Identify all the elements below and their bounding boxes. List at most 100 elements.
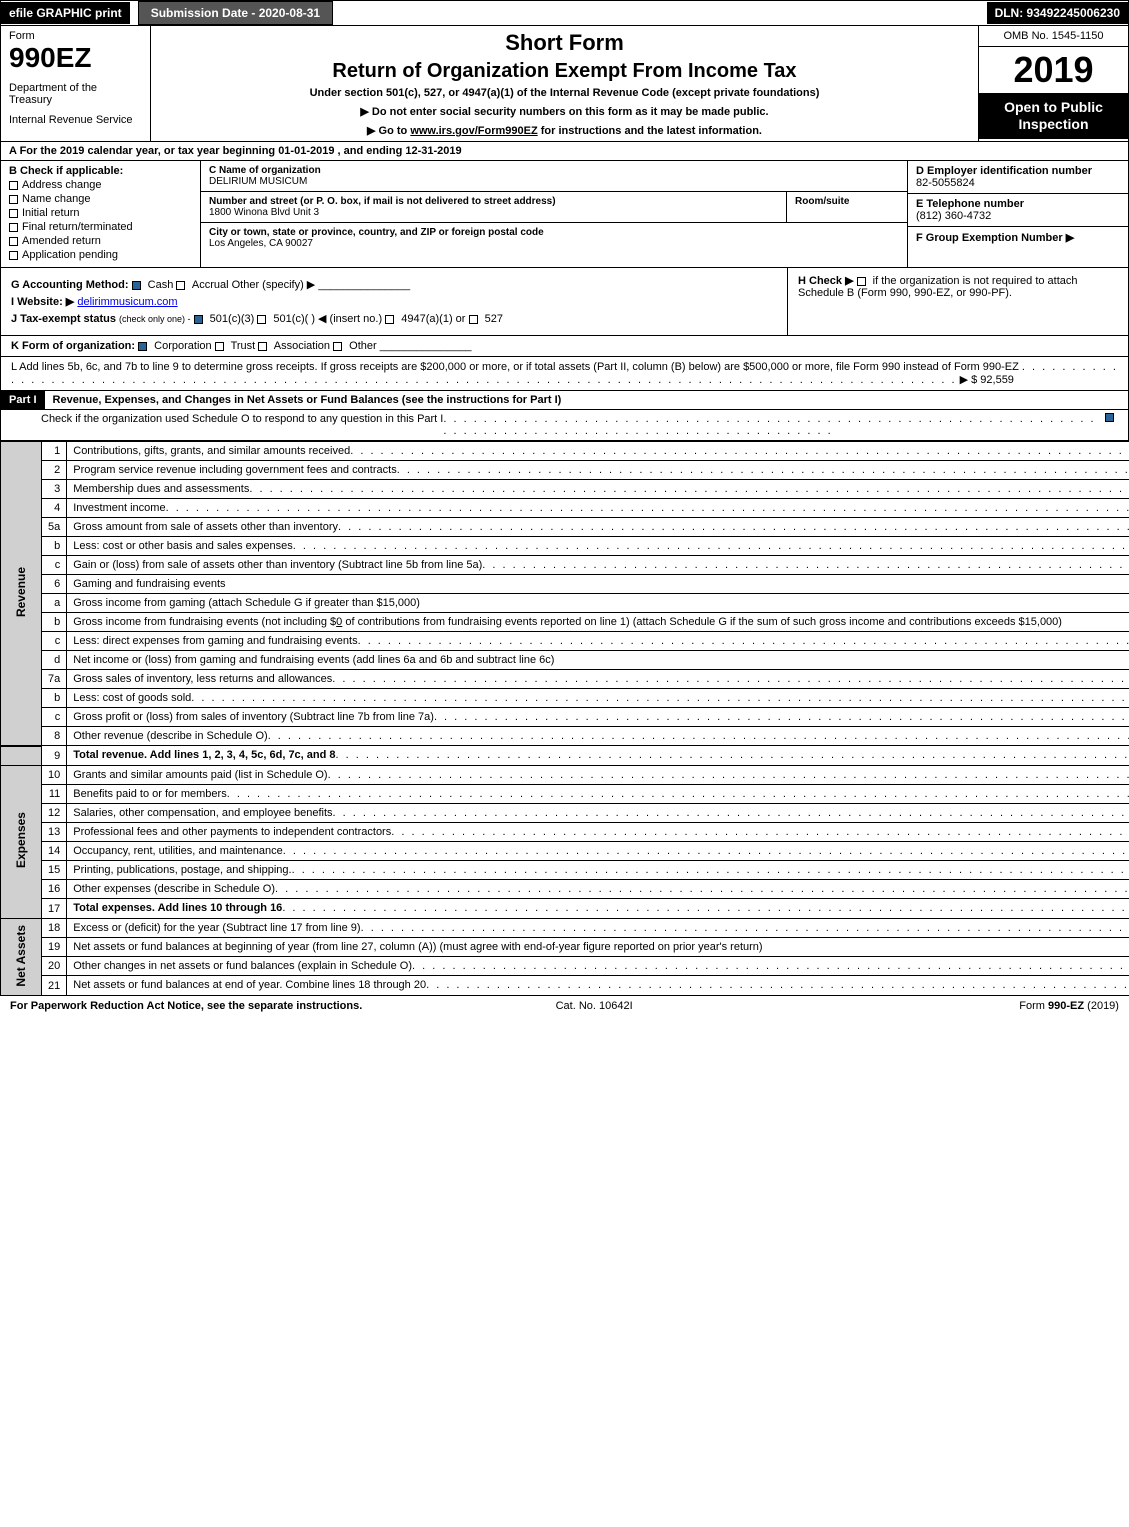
irs-link[interactable]: www.irs.gov/Form990EZ (410, 125, 537, 137)
check-corporation[interactable] (138, 342, 147, 351)
check-amended-return[interactable] (9, 237, 18, 246)
line-num: 17 (42, 899, 67, 919)
line-desc: Investment income (67, 499, 1129, 518)
col-def: D Employer identification number 82-5055… (908, 161, 1128, 267)
c-label: C Name of organization (209, 165, 899, 176)
h-block: H Check ▶ if the organization is not req… (788, 268, 1128, 335)
room-label: Room/suite (795, 196, 899, 207)
line-desc: Net income or (loss) from gaming and fun… (67, 651, 1129, 670)
col-c-address: C Name of organization DELIRIUM MUSICUM … (201, 161, 908, 267)
line-num: 20 (42, 957, 67, 976)
line-num: 3 (42, 480, 67, 499)
short-form-title: Short Form (163, 30, 966, 56)
k-trust: Trust (231, 340, 256, 352)
line-desc: Professional fees and other payments to … (67, 823, 1129, 842)
k-other: Other (349, 340, 377, 352)
check-501c[interactable] (257, 315, 266, 324)
g-other: Other (specify) ▶ (232, 279, 316, 291)
city-value: Los Angeles, CA 90027 (209, 238, 899, 249)
public-inspection: Open to Public Inspection (979, 93, 1128, 139)
line-desc: Gross amount from sale of assets other t… (67, 518, 1129, 537)
check-label: Address change (22, 179, 102, 191)
j-4947: 4947(a)(1) or (401, 313, 465, 325)
check-schedule-o[interactable] (1105, 413, 1114, 422)
check-name-change[interactable] (9, 195, 18, 204)
line-num: 10 (42, 766, 67, 785)
line-desc: Excess or (deficit) for the year (Subtra… (67, 919, 1129, 938)
street-value: 1800 Winona Blvd Unit 3 (209, 207, 778, 218)
check-association[interactable] (258, 342, 267, 351)
part1-check-o: Check if the organization used Schedule … (0, 410, 1129, 441)
check-501c3[interactable] (194, 315, 203, 324)
line-num: 4 (42, 499, 67, 518)
check-accrual[interactable] (176, 281, 185, 290)
line-desc: Gross income from fundraising events (no… (67, 613, 1129, 632)
check-4947[interactable] (385, 315, 394, 324)
line-num: 19 (42, 938, 67, 957)
check-527[interactable] (469, 315, 478, 324)
line-desc: Gaming and fundraising events (67, 575, 1129, 594)
check-label: Application pending (22, 249, 118, 261)
line-desc: Net assets or fund balances at beginning… (67, 938, 1129, 957)
line-num: 11 (42, 785, 67, 804)
goto-post: for instructions and the latest informat… (538, 125, 762, 137)
j-527: 527 (485, 313, 503, 325)
check-label: Name change (22, 193, 91, 205)
omb-number: OMB No. 1545-1150 (979, 26, 1128, 47)
check-application-pending[interactable] (9, 251, 18, 260)
dept-treasury: Department of the Treasury (9, 82, 142, 106)
k-assoc: Association (274, 340, 330, 352)
line-desc: Less: direct expenses from gaming and fu… (67, 632, 1129, 651)
no-ssn-warning: ▶ Do not enter social security numbers o… (163, 105, 966, 118)
revenue-sidebar: Revenue (1, 442, 42, 746)
l-text: L Add lines 5b, 6c, and 7b to line 9 to … (11, 361, 1019, 373)
main-title: Return of Organization Exempt From Incom… (163, 60, 966, 83)
h-label: H Check ▶ (798, 275, 854, 287)
j-501c3: 501(c)(3) (210, 313, 255, 325)
line-num: 15 (42, 861, 67, 880)
part1-table: Revenue 1 Contributions, gifts, grants, … (0, 441, 1129, 996)
check-other[interactable] (333, 342, 342, 351)
check-trust[interactable] (215, 342, 224, 351)
line-num: 6 (42, 575, 67, 594)
line-num: c (42, 632, 67, 651)
submission-date: Submission Date - 2020-08-31 (138, 1, 333, 25)
line-desc: Total expenses. Add lines 10 through 16▶ (67, 899, 1129, 919)
line-num: 9 (42, 746, 67, 766)
efile-print-button[interactable]: efile GRAPHIC print (1, 2, 130, 24)
check-initial-return[interactable] (9, 209, 18, 218)
line-num: b (42, 689, 67, 708)
j-501c: 501(c)( ) ◀ (insert no.) (273, 313, 382, 325)
tax-year: 2019 (979, 47, 1128, 93)
check-h[interactable] (857, 277, 866, 286)
page-footer: For Paperwork Reduction Act Notice, see … (0, 996, 1129, 1016)
row-a-taxyear: A For the 2019 calendar year, or tax yea… (0, 142, 1129, 161)
header-title-block: Short Form Return of Organization Exempt… (151, 26, 978, 141)
g-cash: Cash (148, 279, 174, 291)
check-label: Amended return (22, 235, 101, 247)
paperwork-notice: For Paperwork Reduction Act Notice, see … (10, 1000, 362, 1012)
line-num: 7a (42, 670, 67, 689)
row-k: K Form of organization: Corporation Trus… (0, 336, 1129, 357)
goto-pre: ▶ Go to (367, 125, 410, 137)
l-arrow: ▶ $ (960, 374, 978, 386)
k-label: K Form of organization: (11, 340, 135, 352)
netassets-sidebar: Net Assets (1, 919, 42, 996)
line-num: 8 (42, 727, 67, 746)
g-accrual: Accrual (192, 279, 229, 291)
part1-title: Revenue, Expenses, and Changes in Net As… (45, 391, 1128, 409)
check-final-return[interactable] (9, 223, 18, 232)
org-name: DELIRIUM MUSICUM (209, 176, 899, 187)
line-desc: Gross profit or (loss) from sales of inv… (67, 708, 1129, 727)
check-cash[interactable] (132, 281, 141, 290)
header-right-block: OMB No. 1545-1150 2019 Open to Public In… (978, 26, 1128, 141)
goto-instructions: ▶ Go to www.irs.gov/Form990EZ for instru… (163, 124, 966, 137)
line-num: 14 (42, 842, 67, 861)
line-desc: Other changes in net assets or fund bala… (67, 957, 1129, 976)
form-number: 990EZ (9, 42, 142, 74)
check-address-change[interactable] (9, 181, 18, 190)
phone-value: (812) 360-4732 (916, 210, 1120, 222)
line-num: d (42, 651, 67, 670)
website-link[interactable]: delirimmusicum.com (77, 296, 177, 308)
line-desc: Total revenue. Add lines 1, 2, 3, 4, 5c,… (67, 746, 1129, 766)
